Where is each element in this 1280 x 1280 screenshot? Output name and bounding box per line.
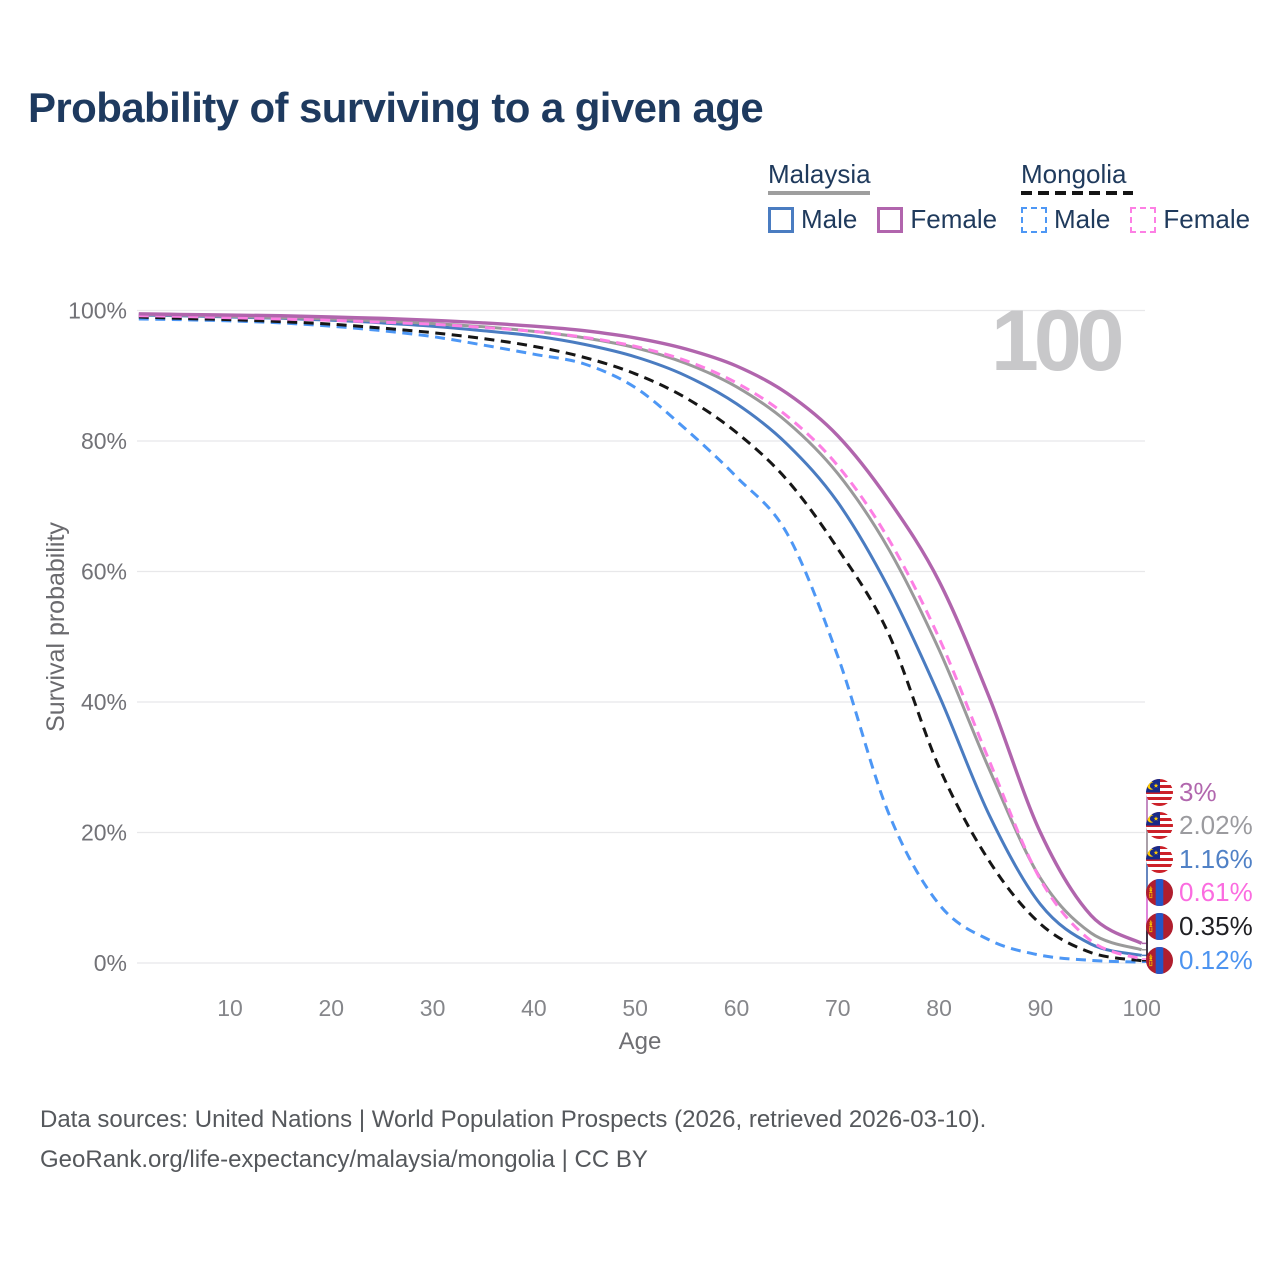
y-tick-label: 80%: [81, 428, 127, 454]
malaysia-flag-icon: [1146, 812, 1173, 840]
series-line-malaysia-female[interactable]: [138, 312, 1143, 945]
legend-country-malaysia[interactable]: Malaysia: [768, 159, 871, 189]
mongolia-flag-icon: [1146, 879, 1173, 907]
x-tick-label: 60: [724, 995, 750, 1021]
end-value-text: 0.12%: [1179, 944, 1253, 975]
malaysia-flag-icon: [1146, 778, 1173, 806]
mongolia-flag-icon: [1146, 912, 1173, 940]
legend-label-malaysia-female: Female: [910, 204, 998, 234]
page-title: Probability of surviving to a given age: [28, 84, 764, 131]
legend-country-mongolia[interactable]: Mongolia: [1021, 159, 1127, 189]
legend-group-malaysia: Malaysia Male Female: [768, 160, 1017, 235]
footer-data-sources: Data sources: United Nations | World Pop…: [40, 1106, 987, 1133]
y-tick-label: 100%: [68, 298, 127, 324]
legend-item-mongolia-female[interactable]: Female: [1130, 204, 1250, 235]
end-label-mongolia[interactable]: 0.35%: [1146, 910, 1253, 941]
legend-underline-malaysia: [768, 191, 870, 195]
y-tick-label: 60%: [81, 559, 127, 585]
legend-item-malaysia-female[interactable]: Female: [877, 204, 997, 235]
x-tick-label: 20: [319, 995, 345, 1021]
footer-attribution-link[interactable]: GeoRank.org/life-expectancy/malaysia/mon…: [40, 1146, 648, 1173]
legend-swatch-mongolia-male: [1021, 206, 1047, 233]
legend-group-mongolia: Mongolia Male Female: [1021, 160, 1270, 235]
legend-items-mongolia: Male Female: [1021, 204, 1270, 235]
x-tick-label: 50: [622, 995, 648, 1021]
legend-underline-mongolia: [1021, 191, 1133, 195]
series-line-mongolia-male[interactable]: [138, 317, 1142, 964]
end-label-malaysia-female[interactable]: 3%: [1146, 776, 1217, 807]
end-label-malaysia[interactable]: 2.02%: [1146, 810, 1253, 841]
x-tick-label: 90: [1028, 995, 1054, 1021]
legend-label-mongolia-male: Male: [1054, 204, 1111, 234]
legend-items-malaysia: Male Female: [768, 204, 1017, 235]
end-value-text: 0.35%: [1179, 910, 1253, 941]
legend-swatch-mongolia-female: [1130, 206, 1157, 233]
series-line-mongolia[interactable]: [138, 315, 1142, 963]
age-cursor-watermark: 100: [991, 293, 1124, 389]
end-value-text: 1.16%: [1179, 843, 1253, 874]
end-label-malaysia-male[interactable]: 1.16%: [1146, 843, 1253, 874]
malaysia-flag-icon: [1146, 845, 1173, 873]
x-axis-title: Age: [619, 1028, 662, 1055]
x-tick-label: 30: [420, 995, 446, 1021]
y-axis-title: Survival probability: [42, 522, 70, 732]
legend-label-malaysia-male: Male: [801, 204, 858, 234]
x-tick-label: 10: [217, 995, 243, 1021]
legend-item-malaysia-male[interactable]: Male: [768, 204, 857, 235]
legend-swatch-malaysia-female: [877, 206, 904, 233]
end-label-mongolia-female[interactable]: 0.61%: [1146, 877, 1253, 908]
series-line-malaysia-male[interactable]: [138, 313, 1143, 957]
legend-item-mongolia-male[interactable]: Male: [1021, 204, 1110, 235]
mongolia-flag-icon: [1146, 946, 1173, 974]
end-value-text: 2.02%: [1179, 810, 1253, 841]
x-tick-label: 70: [825, 995, 851, 1021]
y-tick-label: 0%: [94, 950, 127, 976]
legend-label-mongolia-female: Female: [1163, 204, 1251, 234]
end-label-mongolia-male[interactable]: 0.12%: [1146, 944, 1253, 975]
end-value-text: 3%: [1179, 776, 1217, 807]
y-tick-label: 40%: [81, 689, 127, 715]
end-value-text: 0.61%: [1179, 877, 1253, 908]
x-tick-label: 40: [521, 995, 547, 1021]
x-tick-label: 100: [1123, 995, 1161, 1021]
series-line-mongolia-female[interactable]: [138, 314, 1143, 961]
x-tick-label: 80: [926, 995, 952, 1021]
legend-swatch-malaysia-male: [768, 206, 794, 233]
series-line-malaysia[interactable]: [138, 312, 1143, 952]
y-tick-label: 20%: [81, 820, 127, 846]
